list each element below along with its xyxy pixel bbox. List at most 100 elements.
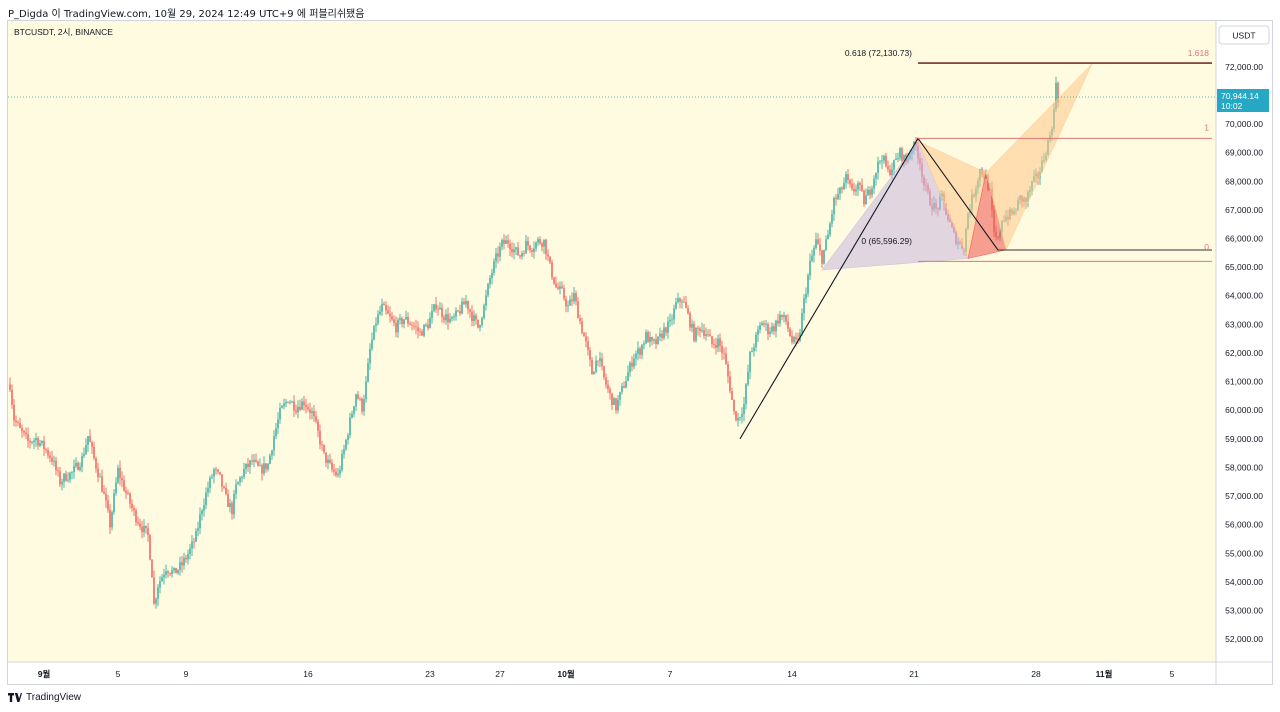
candle-body: [219, 471, 221, 475]
candle-body: [343, 449, 345, 455]
candle-body: [557, 287, 559, 289]
candle-body: [863, 190, 865, 205]
candle-body: [623, 386, 625, 388]
candle-body: [875, 172, 877, 179]
candle-body: [517, 247, 519, 256]
candle: [791, 330, 793, 345]
candle-body: [869, 189, 871, 195]
time-axis[interactable]: 9월 5 9 16 23 27 10월 7 14 21 28 11월 5: [8, 661, 1273, 679]
candle: [369, 343, 371, 370]
candle: [675, 297, 677, 310]
candle: [471, 304, 473, 327]
candle: [299, 399, 301, 412]
fib-ratio-1: 1: [1204, 122, 1209, 132]
candle-body: [857, 183, 859, 190]
candle: [167, 569, 169, 578]
candle: [631, 356, 633, 372]
candle: [221, 474, 223, 492]
candle-body: [421, 331, 423, 336]
candle-body: [279, 408, 281, 420]
candle: [527, 236, 529, 251]
candle-body: [269, 455, 271, 464]
candle: [461, 297, 463, 315]
candle: [851, 178, 853, 191]
candle: [619, 391, 621, 406]
candle: [197, 521, 199, 537]
candle-body: [439, 307, 441, 310]
candle-body: [441, 307, 443, 318]
candle: [777, 313, 779, 327]
candle-body: [809, 260, 811, 276]
candle: [567, 300, 569, 313]
candle: [73, 459, 75, 479]
candle-body: [89, 436, 91, 443]
candle: [433, 303, 435, 313]
candle-body: [615, 398, 617, 411]
symbol-title[interactable]: BTCUSDT, 2시, BINANCE: [14, 27, 113, 37]
candle: [261, 463, 263, 481]
candle-body: [607, 384, 609, 390]
candle: [43, 435, 45, 456]
candle-body: [405, 316, 407, 320]
candle-body: [407, 316, 409, 324]
candle: [557, 282, 559, 290]
pattern-cd: [985, 63, 1093, 251]
time-tick-label: 10월: [557, 669, 574, 679]
candle: [131, 499, 133, 512]
candle-body: [861, 184, 863, 191]
candle-body: [391, 316, 393, 320]
candle: [371, 332, 373, 351]
candle: [637, 341, 639, 361]
candle: [731, 387, 733, 401]
candle-body: [589, 350, 591, 360]
candle-body: [1055, 82, 1057, 110]
candle-body: [443, 317, 445, 321]
candle-body: [339, 470, 341, 474]
price-tick-label: 61,000.00: [1225, 377, 1263, 387]
tradingview-logo-icon: [8, 693, 22, 702]
candle-body: [147, 528, 149, 535]
candle: [341, 449, 343, 473]
candle-body: [455, 310, 457, 317]
price-tick-label: 63,000.00: [1225, 319, 1263, 329]
candle-body: [125, 490, 127, 494]
candle-body: [105, 493, 107, 501]
candle-body: [807, 275, 809, 294]
candle: [319, 424, 321, 450]
candle: [271, 449, 273, 460]
candle-body: [231, 503, 233, 515]
candle-body: [377, 314, 379, 324]
candle-body: [385, 305, 387, 311]
candle: [161, 574, 163, 582]
time-tick-label: 7: [668, 669, 673, 679]
candle: [883, 154, 885, 164]
candle-body: [251, 460, 253, 462]
candle-body: [199, 514, 201, 529]
candle-body: [37, 438, 39, 446]
candle-body: [291, 401, 293, 403]
candle-body: [761, 323, 763, 326]
candle-body: [429, 317, 431, 329]
candle: [679, 297, 681, 309]
candle: [551, 259, 553, 280]
candle-body: [101, 476, 103, 492]
candle-body: [779, 314, 781, 324]
candle: [121, 471, 123, 488]
candle-body: [781, 314, 783, 317]
candle: [401, 316, 403, 328]
candle: [503, 234, 505, 250]
candle-body: [95, 458, 97, 469]
candle: [227, 489, 229, 507]
candle: [353, 405, 355, 418]
candle-body: [813, 248, 815, 256]
candle: [103, 485, 105, 495]
candle-body: [47, 450, 49, 456]
candle-body: [843, 182, 845, 190]
candle-body: [703, 330, 705, 336]
candle-body: [751, 351, 753, 352]
candle-body: [815, 239, 817, 249]
currency-button[interactable]: USDT: [1218, 25, 1270, 45]
candle-body: [123, 480, 125, 491]
currency-label[interactable]: USDT: [1232, 31, 1255, 41]
